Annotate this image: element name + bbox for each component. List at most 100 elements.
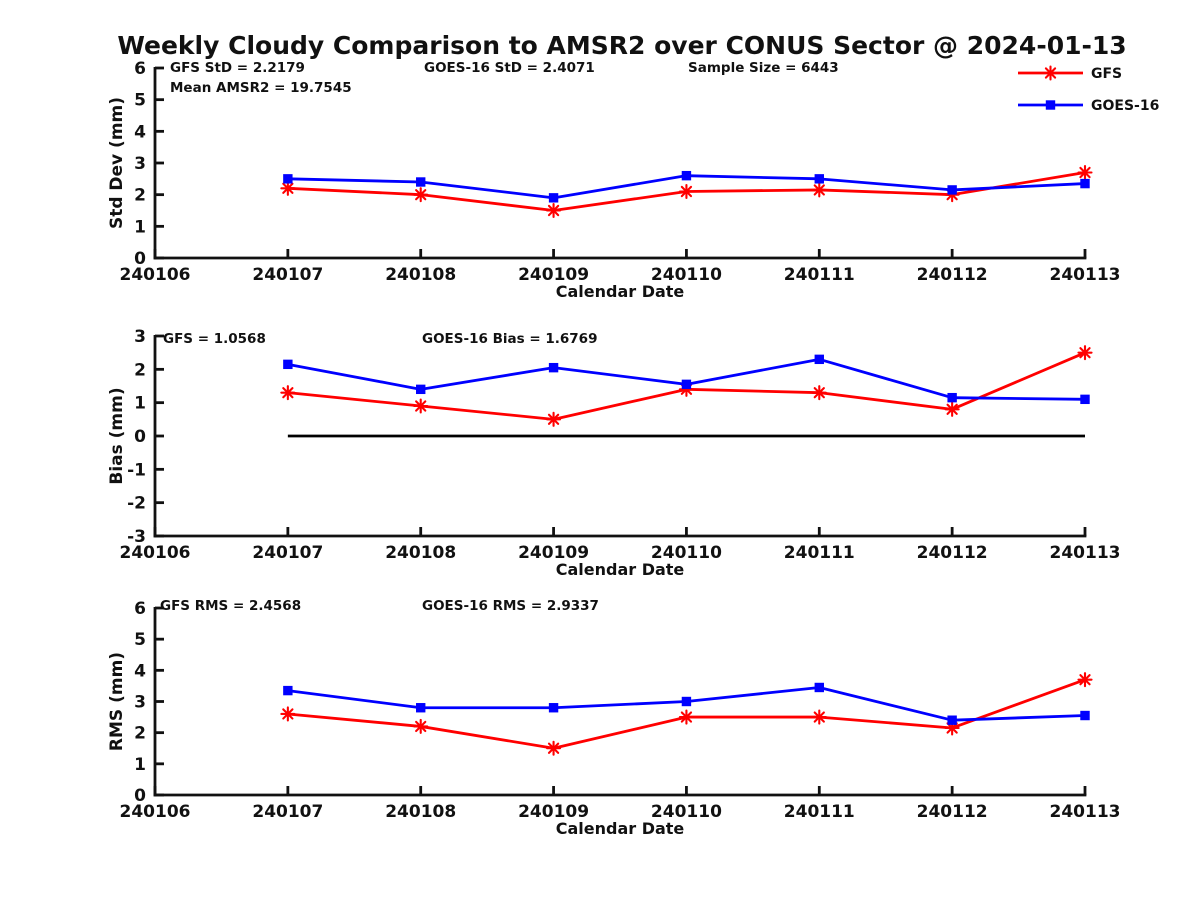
y-tick-label: 1 [134,755,146,775]
y-tick-label: -1 [127,460,146,480]
annotation-text: Mean AMSR2 = 19.7545 [170,80,352,96]
marker-square [1045,100,1056,110]
marker-square [814,354,824,365]
marker-square [548,362,559,373]
x-tick-label: 240109 [518,265,589,285]
marker-square [1080,394,1090,405]
y-tick-label: 2 [134,724,146,744]
marker-asterisk [1077,672,1093,688]
marker-asterisk [546,411,562,427]
y-tick-label: 3 [134,693,146,713]
marker-square [681,170,692,181]
annotation-text: GFS StD = 2.2179 [170,60,305,76]
marker-square [681,379,692,390]
y-tick-label: 4 [134,122,146,142]
x-tick-label: 240112 [917,802,988,822]
marker-square [1080,178,1090,189]
annotation-text: GFS RMS = 2.4568 [160,598,301,614]
marker-asterisk [678,183,694,200]
marker-asterisk [811,709,827,725]
x-tick-label: 240106 [120,802,191,822]
y-axis-label: Bias (mm) [107,387,127,484]
y-tick-label: -3 [127,527,146,547]
y-tick-label: 4 [134,661,146,681]
marker-asterisk [280,180,296,196]
x-tick-label: 240107 [252,265,323,285]
marker-square [283,174,293,184]
marker-asterisk [811,385,827,401]
x-tick-label: 240107 [252,802,323,822]
x-axis-label: Calendar Date [556,282,685,301]
marker-asterisk [811,182,827,198]
x-tick-label: 240111 [784,543,855,563]
marker-asterisk [280,385,296,401]
marker-asterisk [1077,164,1093,181]
marker-square [283,359,293,370]
x-tick-label: 240107 [252,543,323,563]
x-tick-label: 240108 [385,543,456,563]
marker-asterisk [413,398,429,414]
x-axis-label: Calendar Date [556,819,685,838]
y-tick-label: 6 [134,599,146,619]
x-tick-label: 240112 [917,265,988,285]
y-tick-label: 1 [134,217,146,237]
annotation-text: Sample Size = 6443 [688,60,839,76]
marker-square [947,715,957,725]
annotation-text: GOES-16 StD = 2.4071 [424,60,595,76]
y-tick-label: 5 [134,91,146,111]
subplot-0: 0 1 2 3 4 5 6 240106 240107 240108 240109 240110 240… [107,59,1120,301]
x-tick-label: 240113 [1050,802,1121,822]
marker-asterisk [944,401,960,417]
y-tick-label: -2 [127,494,146,514]
x-tick-label: 240110 [651,265,722,285]
subplot-2: 0 1 2 3 4 5 6 240106 240107 240108 240109 240110 240… [107,598,1120,838]
marker-square [1080,710,1090,721]
y-tick-label: 6 [134,59,146,79]
y-axis-label: Std Dev (mm) [107,97,127,229]
y-tick-label: 3 [134,154,146,174]
marker-asterisk [1077,345,1093,361]
marker-asterisk [546,202,562,219]
marker-square [947,392,957,403]
chart-title: Weekly Cloudy Comparison to AMSR2 over C… [117,31,1127,60]
marker-square [416,384,426,395]
x-tick-label: 240113 [1050,543,1121,563]
marker-asterisk [546,740,562,756]
marker-square [416,703,426,713]
marker-square [548,703,559,713]
y-tick-label: 0 [134,786,146,806]
annotation-text: GOES-16 RMS = 2.9337 [422,598,599,614]
legend: GFS GOES-16 [1018,65,1159,114]
marker-asterisk [1042,65,1059,81]
y-tick-label: 2 [134,186,146,206]
marker-square [947,185,957,195]
legend-label: GOES-16 [1091,98,1159,114]
subplot-1: -3 -2 -1 0 1 2 3 240106 240107 240108 240109 240110… [107,327,1120,579]
x-tick-label: 240110 [651,543,722,563]
marker-asterisk [280,706,296,722]
y-tick-label: 5 [134,630,146,650]
x-tick-label: 240110 [651,802,722,822]
marker-square [681,696,692,707]
marker-square [416,177,426,187]
marker-asterisk [413,187,429,203]
x-tick-label: 240111 [784,265,855,285]
marker-asterisk [413,718,429,734]
x-tick-label: 240109 [518,543,589,563]
marker-square [283,685,293,696]
x-tick-label: 240111 [784,802,855,822]
x-tick-label: 240112 [917,543,988,563]
marker-square [548,193,559,203]
x-tick-label: 240106 [120,265,191,285]
y-tick-label: 0 [134,427,146,447]
annotation-text: GFS = 1.0568 [163,331,266,347]
x-tick-label: 240109 [518,802,589,822]
marker-square [814,682,824,693]
y-tick-label: 3 [134,327,146,347]
marker-asterisk [678,709,694,725]
y-tick-label: 1 [134,394,146,414]
x-axis-label: Calendar Date [556,560,685,579]
y-tick-label: 0 [134,249,146,269]
